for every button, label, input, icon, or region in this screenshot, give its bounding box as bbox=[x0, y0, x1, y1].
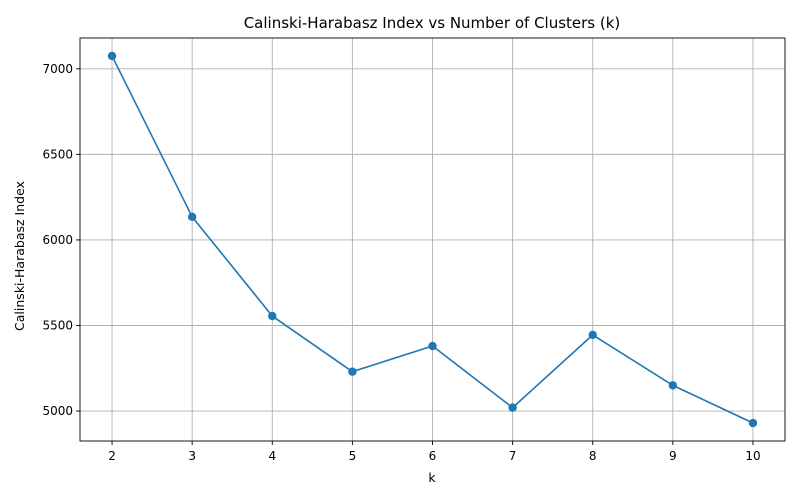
data-point bbox=[107, 51, 117, 61]
data-point bbox=[268, 311, 277, 321]
data-point bbox=[348, 367, 357, 376]
x-tick-label: 6 bbox=[429, 449, 437, 463]
x-tick-label: 5 bbox=[349, 449, 357, 463]
data-point bbox=[508, 403, 517, 412]
y-tick-label: 5500 bbox=[42, 318, 73, 332]
plot-frame bbox=[79, 37, 786, 442]
y-tick-label: 5000 bbox=[42, 404, 73, 418]
chart-title: Calinski-Harabasz Index vs Number of Clu… bbox=[244, 14, 621, 32]
data-point bbox=[748, 418, 758, 428]
y-tick-label: 6000 bbox=[42, 233, 73, 247]
axis-ticks: 2 3 4 5 6 7 8 9 10 5000 5500 6000 6500 7000 bbox=[42, 62, 760, 463]
grid bbox=[80, 38, 785, 441]
data-point bbox=[428, 341, 437, 351]
x-tick-label: 2 bbox=[108, 449, 116, 463]
x-tick-label: 7 bbox=[509, 449, 517, 463]
x-tick-label: 3 bbox=[188, 449, 196, 463]
x-tick-label: 10 bbox=[745, 449, 760, 463]
y-axis-label: Calinski-Harabasz Index bbox=[12, 181, 27, 331]
data-series bbox=[107, 51, 758, 428]
data-point bbox=[668, 381, 678, 390]
data-point bbox=[588, 330, 597, 340]
x-tick-label: 9 bbox=[669, 449, 677, 463]
x-tick-label: 4 bbox=[268, 449, 276, 463]
x-tick-label: 8 bbox=[589, 449, 597, 463]
x-axis-label: k bbox=[428, 470, 436, 485]
y-tick-label: 7000 bbox=[42, 62, 73, 76]
y-tick-label: 6500 bbox=[42, 147, 73, 161]
data-point bbox=[187, 212, 197, 222]
